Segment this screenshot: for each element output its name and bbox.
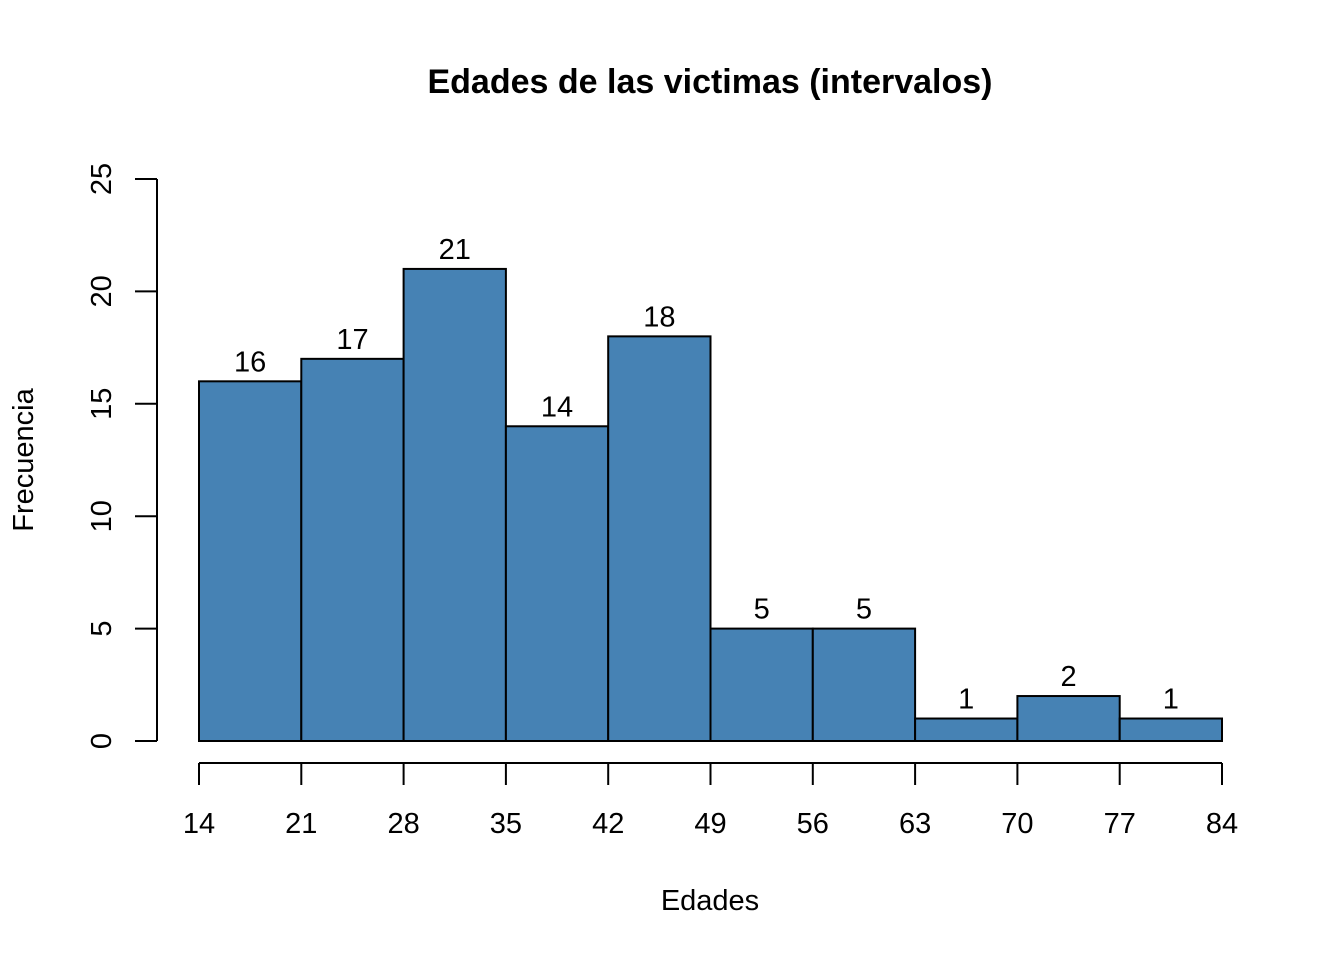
x-tick-label: 35 <box>490 808 522 840</box>
y-tick-label: 15 <box>86 388 118 420</box>
bar-value-label: 5 <box>754 594 770 626</box>
histogram-bar <box>1016 695 1121 742</box>
bar-value-label: 17 <box>336 324 368 356</box>
x-tick-label: 49 <box>694 808 726 840</box>
histogram-bar <box>607 335 712 742</box>
bar-value-label: 1 <box>1163 684 1179 716</box>
histogram-bar <box>402 267 507 742</box>
bar-value-label: 21 <box>439 234 471 266</box>
bar-value-label: 18 <box>643 301 675 333</box>
y-tick-label: 0 <box>86 733 118 749</box>
x-tick-label: 63 <box>899 808 931 840</box>
y-axis-label: Frecuencia <box>8 387 40 531</box>
y-tick-label: 5 <box>86 621 118 637</box>
x-tick-label: 56 <box>797 808 829 840</box>
y-tick-label: 10 <box>86 500 118 532</box>
bar-value-label: 2 <box>1060 661 1076 693</box>
histogram-bar <box>709 627 814 742</box>
histogram-bar <box>1118 717 1223 743</box>
y-tick-label: 25 <box>86 163 118 195</box>
x-tick-label: 84 <box>1206 808 1238 840</box>
histogram-bar <box>300 357 405 742</box>
histogram-bar <box>198 380 303 742</box>
histogram-bar <box>504 425 610 742</box>
x-tick-label: 14 <box>183 808 215 840</box>
x-axis: 14 21 28 35 42 49 56 63 70 77 84 <box>183 762 1238 840</box>
x-tick-label: 28 <box>387 808 419 840</box>
x-tick-label: 42 <box>592 808 624 840</box>
bar-value-label: 14 <box>541 391 573 423</box>
x-tick-label: 21 <box>285 808 317 840</box>
bar-value-label: 16 <box>234 346 266 378</box>
x-tick-label: 77 <box>1104 808 1136 840</box>
bar-value-label: 1 <box>958 684 974 716</box>
bar-value-label: 5 <box>856 594 872 626</box>
x-tick-label: 70 <box>1001 808 1033 840</box>
chart-title: Edades de las victimas (intervalos) <box>427 63 992 101</box>
bars-group <box>198 267 1223 743</box>
histogram-bar <box>811 627 917 742</box>
x-axis-label: Edades <box>661 885 759 917</box>
y-axis: 0 5 10 15 20 25 <box>86 163 158 749</box>
histogram-bar <box>914 717 1019 743</box>
y-tick-label: 20 <box>86 275 118 307</box>
